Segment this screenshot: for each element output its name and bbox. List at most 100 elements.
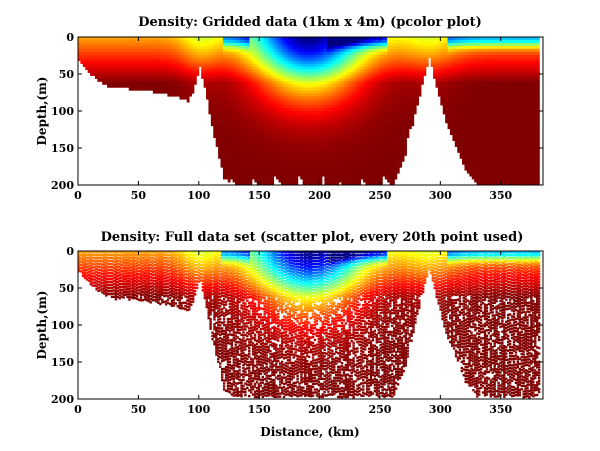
pcolor-cell xyxy=(218,75,221,79)
pcolor-cell xyxy=(261,37,265,41)
pcolor-cell xyxy=(266,45,270,50)
pcolor-cell xyxy=(191,63,195,67)
pcolor-cell xyxy=(278,39,282,44)
pcolor-cell xyxy=(210,48,214,53)
pcolor-cell xyxy=(326,66,330,70)
pcolor-cell xyxy=(225,63,229,67)
pcolor-cell xyxy=(370,170,374,174)
pcolor-cell xyxy=(295,108,299,112)
pcolor-cell xyxy=(338,66,342,70)
pcolor-cell xyxy=(155,63,159,67)
pcolor-cell xyxy=(174,45,178,50)
pcolor-cell xyxy=(256,146,260,150)
pcolor-cell xyxy=(377,111,381,115)
pcolor-cell xyxy=(148,63,151,67)
pcolor-cell xyxy=(206,93,209,97)
pcolor-cell xyxy=(375,102,378,106)
pcolor-cell xyxy=(324,134,328,139)
pcolor-cell xyxy=(285,122,289,127)
pcolor-cell xyxy=(363,87,366,91)
pcolor-cell xyxy=(404,54,407,59)
pcolor-cell xyxy=(273,45,277,50)
pcolor-cell xyxy=(106,37,110,41)
pcolor-cell xyxy=(283,66,287,70)
pcolor-cell xyxy=(312,99,316,103)
pcolor-cell xyxy=(268,134,272,139)
pcolor-cell xyxy=(365,113,369,118)
pcolor-cell xyxy=(106,57,110,62)
pcolor-cell xyxy=(404,122,407,127)
pcolor-cell xyxy=(353,182,357,186)
pcolor-cell xyxy=(399,134,403,139)
pcolor-cell xyxy=(140,69,144,73)
pcolor-cell xyxy=(254,113,258,118)
pcolor-cell xyxy=(251,137,255,141)
pcolor-cell xyxy=(268,72,272,76)
pcolor-cell xyxy=(336,78,340,82)
pcolor-cell xyxy=(227,128,231,133)
pcolor-cell xyxy=(290,170,294,174)
pcolor-cell xyxy=(206,75,209,79)
pcolor-cell xyxy=(249,167,253,171)
pcolor-cell xyxy=(213,69,217,73)
pcolor-cell xyxy=(358,182,362,186)
pcolor-cell xyxy=(169,39,173,44)
pcolor-cell xyxy=(249,66,253,70)
pcolor-cell xyxy=(309,48,313,53)
pcolor-cell xyxy=(256,167,260,171)
pcolor-cell xyxy=(206,39,209,44)
pcolor-cell xyxy=(235,75,238,79)
pcolor-cell xyxy=(389,170,393,174)
pcolor-cell xyxy=(85,51,89,56)
pcolor-cell xyxy=(324,102,328,106)
pcolor-cell xyxy=(256,176,260,180)
pcolor-cell xyxy=(254,140,258,144)
pcolor-cell xyxy=(290,137,294,141)
pcolor-cell xyxy=(305,63,308,67)
pcolor-cell xyxy=(280,122,284,127)
pcolor-cell xyxy=(135,54,139,59)
pcolor-cell xyxy=(206,37,209,41)
pcolor-cell xyxy=(392,99,395,103)
pcolor-cell xyxy=(338,152,342,156)
pcolor-cell xyxy=(326,96,330,100)
pcolor-cell xyxy=(249,131,253,136)
pcolor-cell xyxy=(218,155,221,159)
pcolor-cell xyxy=(317,176,320,180)
pcolor-cell xyxy=(370,108,374,112)
pcolor-cell xyxy=(123,37,127,41)
pcolor-cell xyxy=(179,75,183,79)
pcolor-cell xyxy=(189,63,192,67)
pcolor-cell xyxy=(162,69,166,73)
pcolor-cell xyxy=(80,54,84,59)
pcolor-cell xyxy=(167,93,171,97)
pcolor-cell xyxy=(266,131,270,136)
pcolor-cell xyxy=(321,143,325,147)
pcolor-cell xyxy=(292,51,296,56)
pcolor-cell xyxy=(348,161,352,165)
pcolor-cell xyxy=(273,113,277,118)
pcolor-cell xyxy=(317,75,320,79)
pcolor-cell xyxy=(319,66,323,70)
pcolor-cell xyxy=(396,63,400,67)
pcolor-cell xyxy=(249,134,253,139)
pcolor-cell xyxy=(365,137,369,141)
pcolor-cell xyxy=(278,48,282,53)
pcolor-cell xyxy=(155,66,159,70)
pcolor-cell xyxy=(160,57,163,62)
pcolor-cell xyxy=(239,111,243,115)
pcolor-cell xyxy=(131,51,134,56)
pcolor-cell xyxy=(360,111,364,115)
pcolor-cell xyxy=(372,179,376,183)
pcolor-cell xyxy=(177,51,180,56)
pcolor-cell xyxy=(256,113,260,118)
pcolor-cell xyxy=(312,119,316,124)
pcolor-cell xyxy=(367,111,371,115)
pcolor-cell xyxy=(206,81,209,85)
pcolor-cell xyxy=(300,137,304,141)
pcolor-cell xyxy=(394,137,398,141)
pcolor-cell xyxy=(406,78,410,82)
pcolor-cell xyxy=(273,170,277,174)
pcolor-cell xyxy=(160,60,163,65)
pcolor-cell xyxy=(280,102,284,106)
